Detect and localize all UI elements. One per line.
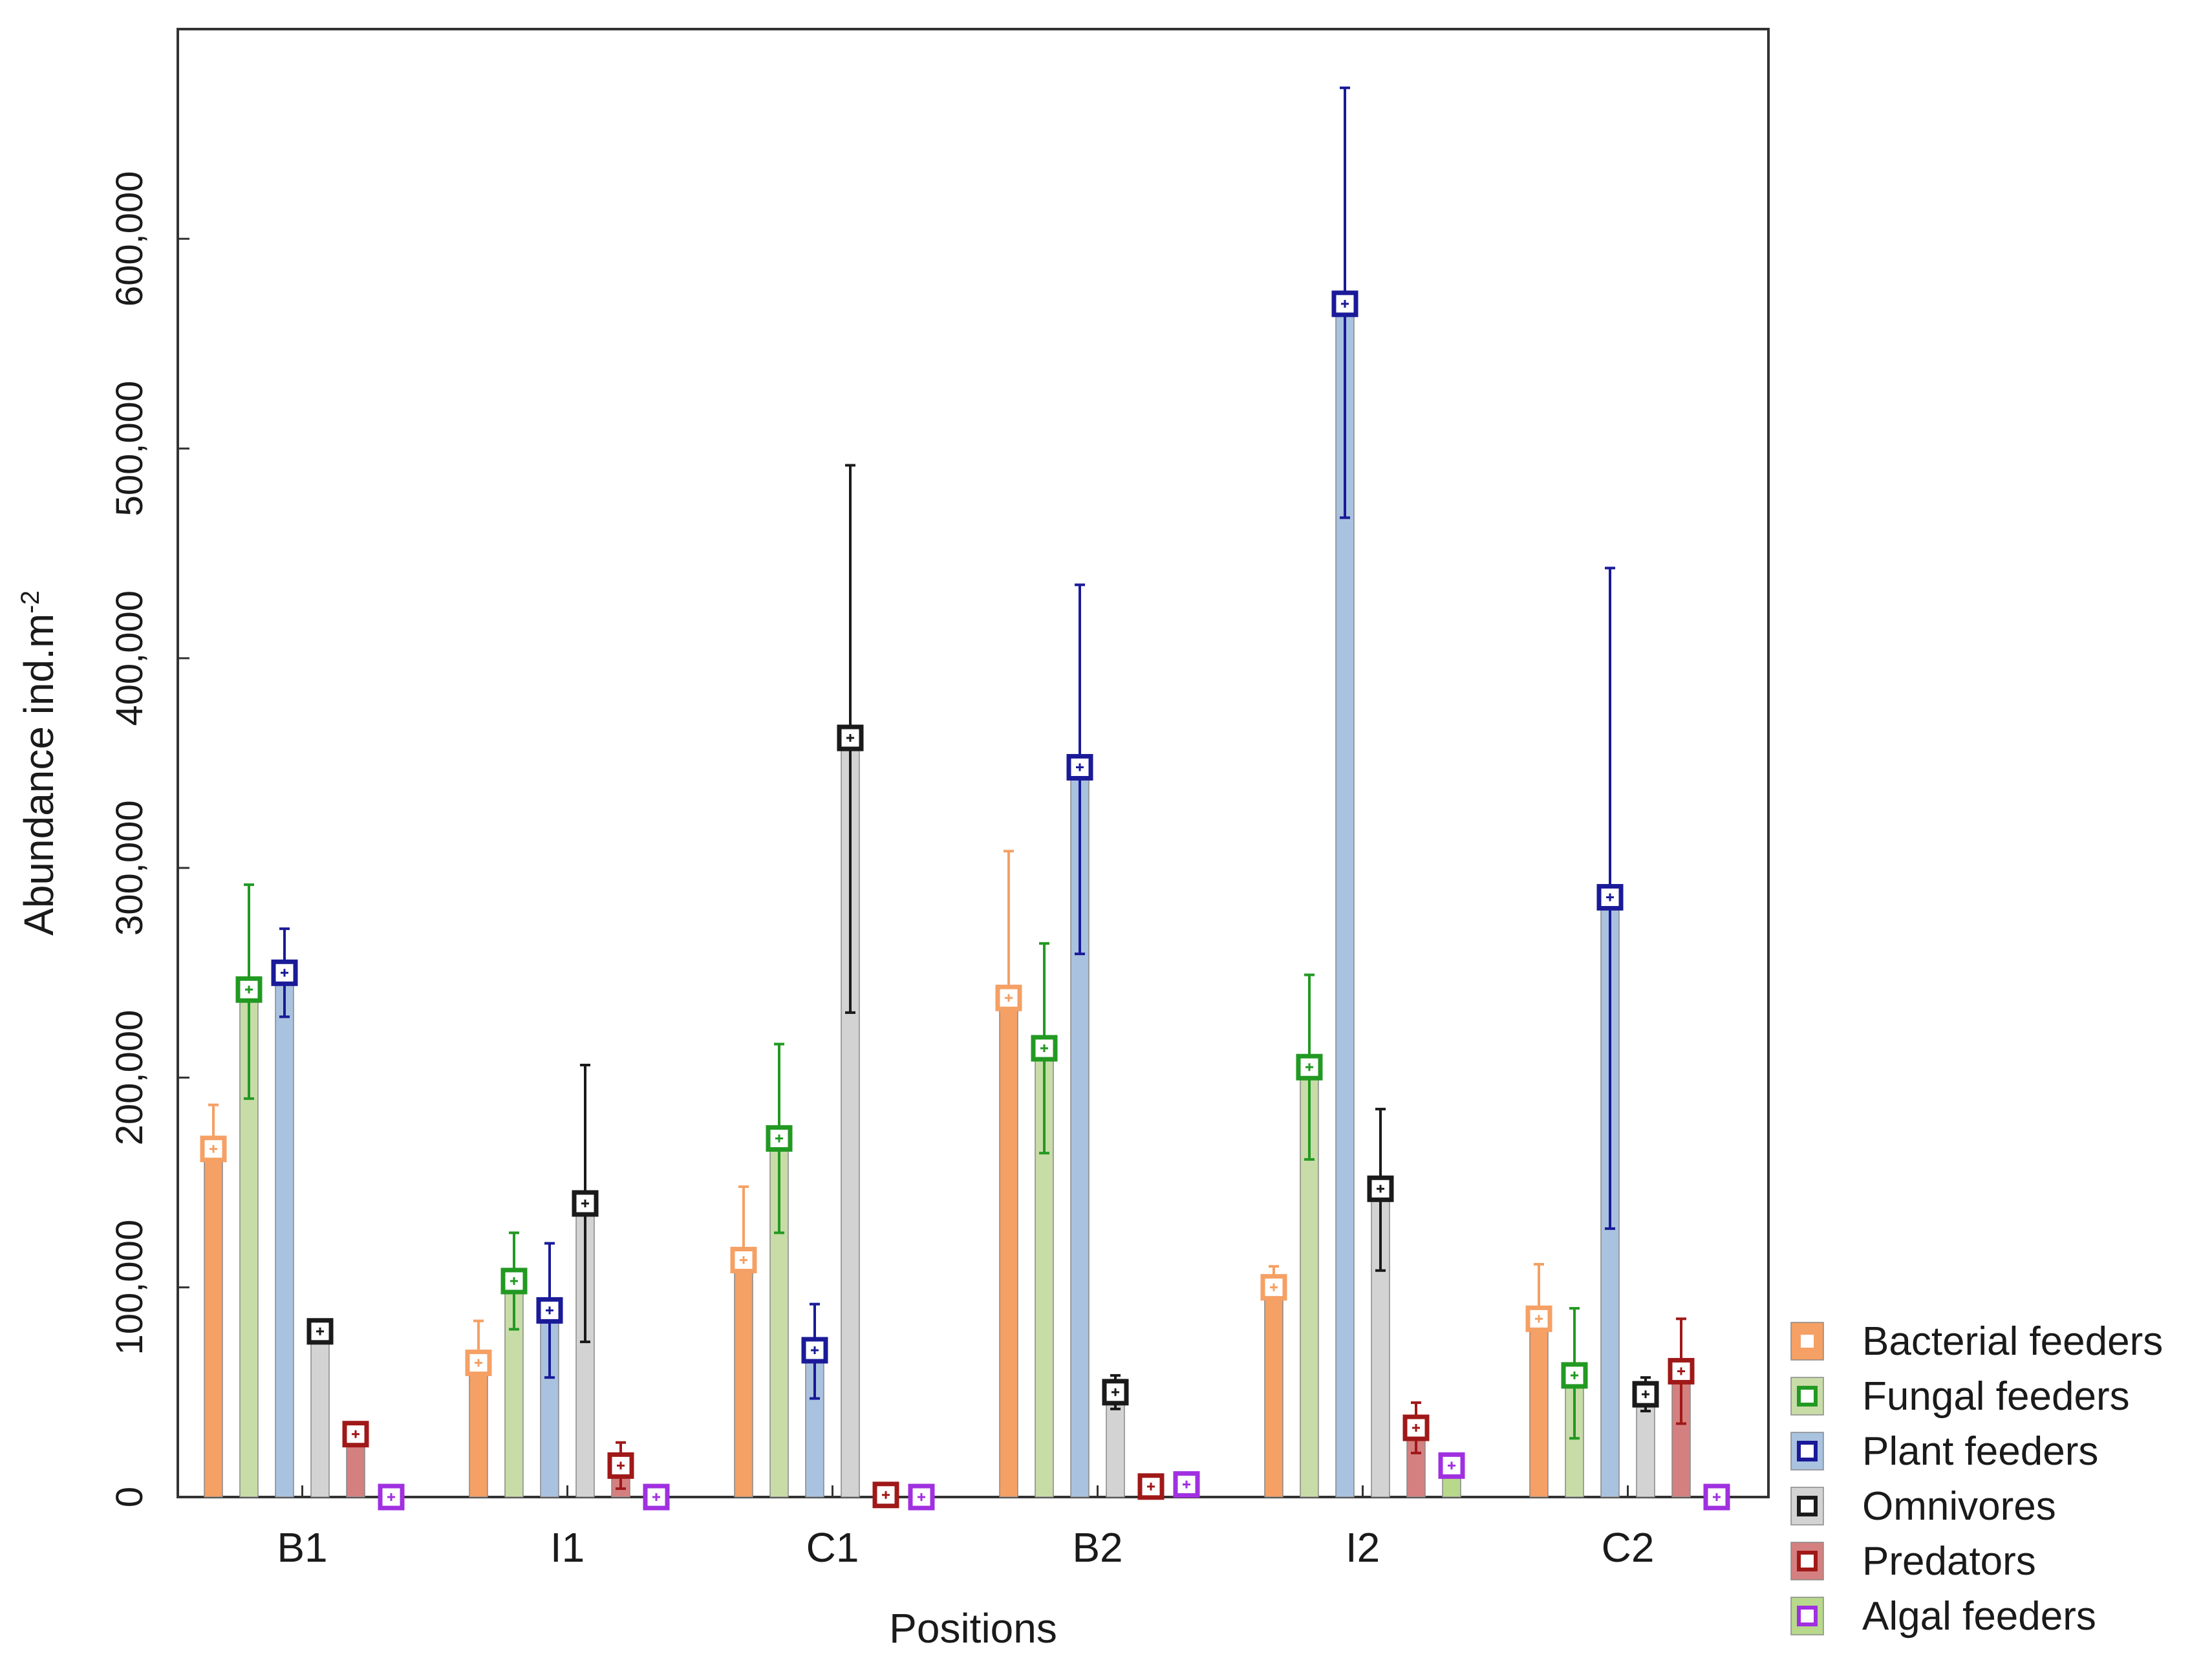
bar-omnivores-B1	[310, 1331, 330, 1498]
x-tick-label: I1	[550, 1524, 585, 1571]
legend-label-bacterial-feeders: Bacterial feeders	[1862, 1319, 2163, 1364]
y-tick-label: 100,000	[109, 1220, 151, 1355]
marker-bacterial-feeders-I2	[1260, 1274, 1287, 1301]
marker-fungal-feeders-I2	[1296, 1053, 1323, 1081]
marker-omnivores-C1	[837, 724, 864, 751]
legend-label-fungal-feeders: Fungal feeders	[1862, 1374, 2130, 1419]
legend-label-plant-feeders: Plant feeders	[1862, 1429, 2098, 1474]
y-axis: 0 100,000 200,000 300,000 400,000 500,000 600,…	[109, 171, 189, 1507]
bar-bacterial-feeders-I2	[1264, 1286, 1283, 1498]
marker-plant-feeders-B1	[271, 959, 298, 986]
y-tick-label: 400,000	[109, 590, 151, 726]
y-axis-title-superscript: -2	[16, 590, 45, 614]
x-tick-label: I2	[1346, 1524, 1380, 1571]
marker-omnivores-I2	[1367, 1175, 1394, 1202]
x-axis-title: Positions	[889, 1605, 1057, 1652]
legend: Bacterial feeders Fungal feeders Plant fee…	[1790, 1319, 2163, 1639]
bar-bacterial-feeders-B1	[204, 1148, 223, 1498]
y-tick-label: 300,000	[109, 800, 151, 936]
x-axis: B1 I1 C1 B2 I2 C2	[277, 1485, 1654, 1571]
y-tick-label: 500,000	[109, 381, 151, 517]
y-axis-title: Abundance ind.m-2	[16, 590, 62, 936]
x-tick-label: C1	[806, 1524, 859, 1571]
y-axis-title-main: Abundance ind.m	[16, 614, 62, 936]
legend-marker-omnivores	[1797, 1496, 1818, 1516]
legend-marker-bacterial-feeders	[1797, 1331, 1818, 1352]
x-tick-label: B2	[1072, 1524, 1122, 1571]
marker-plant-feeders-I1	[536, 1297, 563, 1324]
bar-fungal-feeders-I2	[1300, 1066, 1319, 1498]
legend-label-omnivores: Omnivores	[1862, 1484, 2056, 1529]
y-tick-label: 0	[109, 1487, 151, 1507]
marker-omnivores-B1	[306, 1318, 334, 1345]
legend-label-algal-feeders: Algal feeders	[1862, 1594, 2096, 1639]
plot-frame	[177, 28, 1770, 1498]
legend-marker-plant-feeders	[1797, 1441, 1818, 1461]
y-tick-label: 200,000	[109, 1010, 151, 1146]
y-tick-label: 600,000	[109, 171, 151, 307]
legend-marker-fungal-feeders	[1797, 1386, 1818, 1407]
legend-marker-predators	[1797, 1551, 1818, 1571]
chart-marks	[200, 86, 1730, 1511]
marker-omnivores-C2	[1632, 1381, 1659, 1408]
x-tick-label: B1	[277, 1524, 327, 1571]
marker-bacterial-feeders-C2	[1525, 1305, 1552, 1332]
x-tick-label: C2	[1602, 1524, 1655, 1571]
legend-label-predators: Predators	[1862, 1539, 2036, 1584]
bar-plant-feeders-B1	[275, 972, 294, 1498]
marker-plant-feeders-C2	[1596, 884, 1624, 911]
legend-marker-algal-feeders	[1797, 1606, 1818, 1626]
